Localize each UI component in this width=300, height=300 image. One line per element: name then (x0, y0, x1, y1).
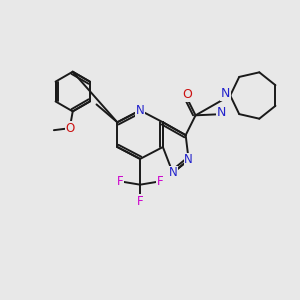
Text: N: N (136, 104, 145, 117)
Text: F: F (117, 175, 124, 188)
Text: N: N (184, 153, 193, 167)
Text: F: F (157, 175, 163, 188)
Text: N: N (220, 87, 230, 100)
Text: O: O (183, 88, 193, 101)
Text: F: F (137, 195, 143, 208)
Text: O: O (65, 122, 74, 135)
Text: N: N (168, 166, 177, 179)
Text: N: N (217, 106, 226, 119)
